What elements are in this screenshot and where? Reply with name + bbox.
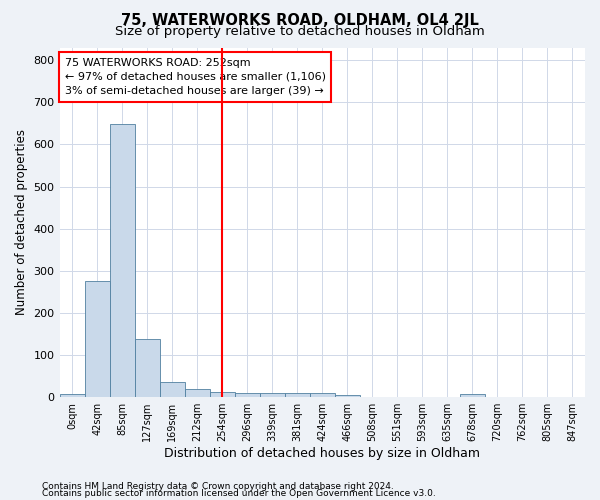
- Bar: [460, 394, 485, 397]
- Bar: [185, 389, 209, 397]
- Text: Size of property relative to detached houses in Oldham: Size of property relative to detached ho…: [115, 25, 485, 38]
- Bar: [209, 392, 235, 397]
- Bar: [285, 393, 310, 397]
- Text: 75 WATERWORKS ROAD: 252sqm
← 97% of detached houses are smaller (1,106)
3% of se: 75 WATERWORKS ROAD: 252sqm ← 97% of deta…: [65, 58, 326, 96]
- Bar: [134, 340, 160, 397]
- Bar: [235, 393, 260, 397]
- Bar: [85, 282, 110, 397]
- X-axis label: Distribution of detached houses by size in Oldham: Distribution of detached houses by size …: [164, 447, 480, 460]
- Text: 75, WATERWORKS ROAD, OLDHAM, OL4 2JL: 75, WATERWORKS ROAD, OLDHAM, OL4 2JL: [121, 12, 479, 28]
- Y-axis label: Number of detached properties: Number of detached properties: [15, 130, 28, 316]
- Text: Contains public sector information licensed under the Open Government Licence v3: Contains public sector information licen…: [42, 489, 436, 498]
- Bar: [260, 393, 285, 397]
- Bar: [310, 393, 335, 397]
- Bar: [160, 382, 185, 397]
- Bar: [110, 124, 134, 397]
- Bar: [335, 395, 360, 397]
- Bar: [59, 394, 85, 397]
- Text: Contains HM Land Registry data © Crown copyright and database right 2024.: Contains HM Land Registry data © Crown c…: [42, 482, 394, 491]
